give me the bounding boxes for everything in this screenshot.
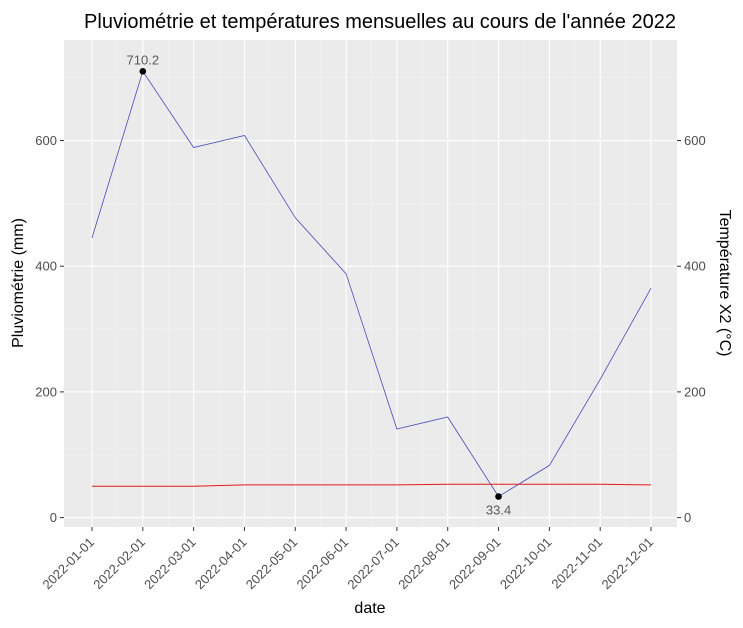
y2-tick-label: 0 — [684, 510, 691, 525]
annotation-point-1 — [495, 493, 502, 500]
x-tick-label: 2022-08-01 — [395, 535, 453, 593]
chart-title: Pluviométrie et températures mensuelles … — [84, 11, 676, 33]
x-tick-label: 2022-11-01 — [548, 535, 605, 592]
y2-tick-label: 600 — [684, 133, 706, 148]
x-tick-label: 2022-04-01 — [192, 535, 250, 593]
data-label-1: 33.4 — [486, 503, 511, 518]
series-layer — [91, 70, 652, 498]
x-tick-label: 2022-12-01 — [598, 535, 656, 593]
y2-tick-label: 400 — [684, 259, 706, 274]
grid — [64, 40, 677, 527]
y2-axis-title: Température X2 (°C) — [716, 210, 733, 357]
series-line-0 — [91, 70, 652, 498]
y-tick-label: 0 — [50, 510, 57, 525]
y2-tick-label: 200 — [684, 384, 706, 399]
x-tick-label: 2022-02-01 — [90, 535, 148, 593]
x-tick-label: 2022-10-01 — [497, 535, 555, 593]
x-tick-label: 2022-09-01 — [446, 535, 504, 593]
x-tick-label: 2022-05-01 — [243, 535, 301, 593]
y-tick-label: 400 — [35, 259, 57, 274]
x-tick-label: 2022-01-01 — [39, 535, 97, 593]
annotation-point-0 — [139, 67, 147, 75]
y-tick-label: 200 — [35, 384, 57, 399]
y-axis-title: Pluviométrie (mm) — [10, 218, 27, 348]
x-tick-label: 2022-07-01 — [344, 535, 402, 593]
x-tick-label: 2022-06-01 — [294, 535, 352, 593]
data-label-0: 710.2 — [127, 52, 160, 67]
series-line-1 — [92, 483, 652, 487]
y-tick-label: 600 — [35, 133, 57, 148]
plot-panel — [64, 40, 677, 527]
x-axis-title: date — [354, 600, 385, 617]
x-tick-label: 2022-03-01 — [141, 535, 199, 593]
marks-layer: 710.2 33.4 — [127, 52, 512, 517]
